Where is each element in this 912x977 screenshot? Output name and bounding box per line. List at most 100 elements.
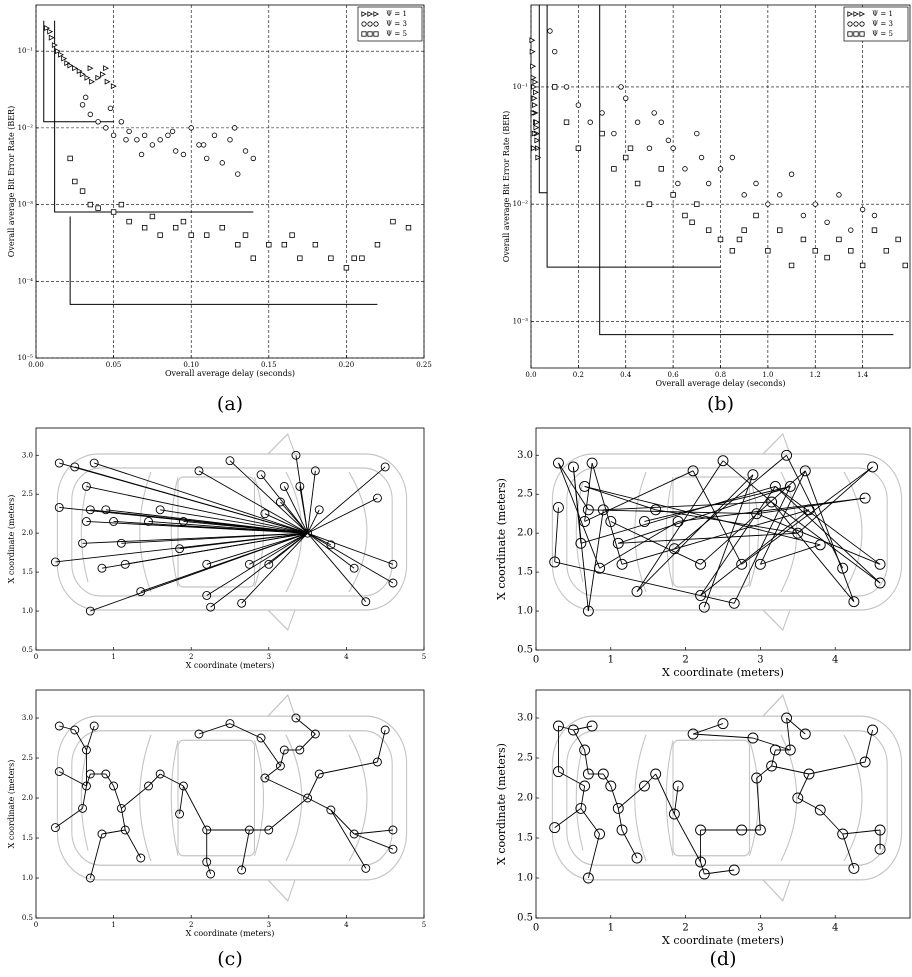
car-outline bbox=[57, 434, 406, 630]
marker-square bbox=[68, 156, 73, 161]
edge bbox=[242, 830, 250, 870]
marker-triangle bbox=[96, 75, 101, 80]
y-tick-label: 0.5 bbox=[22, 914, 33, 922]
x-tick-label: 4 bbox=[832, 923, 838, 934]
marker-triangle bbox=[85, 75, 90, 80]
y-axis-label: X coordinate (meters) bbox=[495, 478, 508, 600]
x-tick-label: 0.25 bbox=[416, 361, 432, 369]
edge bbox=[354, 834, 393, 849]
marker-circle bbox=[619, 85, 624, 90]
marker-square bbox=[690, 220, 695, 225]
marker-circle bbox=[124, 137, 129, 142]
marker-circle bbox=[872, 213, 877, 218]
marker-circle bbox=[204, 156, 209, 161]
edge bbox=[674, 814, 700, 862]
x-tick-label: 0.10 bbox=[183, 361, 199, 369]
marker-circle bbox=[88, 112, 93, 117]
edge bbox=[622, 510, 809, 565]
edge bbox=[757, 498, 865, 514]
x-tick-label: 0.00 bbox=[28, 361, 44, 369]
marker-square bbox=[742, 228, 747, 233]
marker-circle bbox=[848, 22, 852, 26]
x-tick-label: 2 bbox=[189, 921, 193, 929]
x-tick-label: 0.05 bbox=[106, 361, 122, 369]
marker-circle bbox=[854, 22, 858, 26]
marker-circle bbox=[801, 213, 806, 218]
x-tick-label: 0.2 bbox=[573, 371, 584, 379]
marker-square bbox=[837, 237, 842, 242]
edge bbox=[265, 766, 281, 778]
marker-circle bbox=[80, 102, 85, 107]
x-tick-label: 3 bbox=[267, 653, 271, 661]
marker-square bbox=[848, 32, 852, 36]
marker-square bbox=[825, 255, 830, 260]
x-tick-label: 0.6 bbox=[668, 371, 680, 379]
marker-triangle bbox=[534, 125, 539, 130]
marker-square bbox=[860, 263, 865, 268]
marker-square bbox=[612, 167, 617, 172]
marker-circle bbox=[181, 152, 186, 157]
y-tick-label: 0.5 bbox=[517, 645, 533, 656]
marker-circle bbox=[576, 103, 581, 108]
marker-circle bbox=[170, 129, 175, 134]
y-tick-label: 10⁻³ bbox=[18, 201, 34, 209]
marker-square bbox=[706, 228, 711, 233]
marker-square bbox=[789, 263, 794, 268]
marker-circle bbox=[201, 143, 206, 148]
marker-circle bbox=[666, 138, 671, 143]
marker-square bbox=[695, 202, 700, 207]
marker-circle bbox=[825, 220, 830, 225]
marker-circle bbox=[127, 129, 132, 134]
edge bbox=[656, 774, 675, 814]
y-tick-label: 2.0 bbox=[22, 794, 33, 802]
edge bbox=[555, 507, 559, 562]
edge bbox=[300, 734, 316, 750]
edge bbox=[558, 772, 584, 786]
marker-circle bbox=[695, 131, 700, 136]
marker-circle bbox=[860, 22, 864, 26]
marker-square bbox=[635, 181, 640, 186]
marker-square bbox=[576, 146, 581, 151]
edge bbox=[757, 766, 772, 778]
x-tick-label: 0.15 bbox=[261, 361, 277, 369]
x-tick-label: 0.20 bbox=[339, 361, 355, 369]
marker-square bbox=[754, 213, 759, 218]
marker-square bbox=[142, 225, 147, 230]
marker-circle bbox=[647, 146, 652, 151]
marker-circle bbox=[251, 156, 256, 161]
panel-label: (c) bbox=[217, 948, 242, 970]
marker-circle bbox=[139, 152, 144, 157]
marker-circle bbox=[813, 202, 818, 207]
marker-square bbox=[766, 248, 771, 253]
legend-label: Ψ = 3 bbox=[386, 20, 407, 28]
network-edges bbox=[55, 455, 393, 611]
edge bbox=[354, 830, 393, 834]
y-tick-label: 0.5 bbox=[22, 646, 33, 654]
y-tick-label: 2.5 bbox=[517, 753, 533, 764]
marker-square bbox=[884, 248, 889, 253]
x-tick-label: 2 bbox=[682, 655, 688, 666]
marker-circle bbox=[243, 149, 248, 154]
edge bbox=[555, 562, 735, 603]
marker-square bbox=[737, 237, 742, 242]
y-tick-label: 10⁻⁵ bbox=[18, 354, 34, 362]
marker-circle bbox=[142, 133, 147, 138]
x-tick-label: 3 bbox=[757, 655, 763, 666]
marker-square bbox=[80, 189, 85, 194]
marker-circle bbox=[706, 181, 711, 186]
edge bbox=[585, 486, 656, 509]
panel-label: (a) bbox=[217, 393, 243, 415]
marker-square bbox=[150, 214, 155, 219]
marker-square bbox=[352, 256, 357, 261]
marker-square bbox=[801, 237, 806, 242]
marker-circle bbox=[173, 149, 178, 154]
x-axis-label: X coordinate (meters) bbox=[662, 934, 784, 947]
marker-square bbox=[391, 219, 396, 224]
edge bbox=[308, 533, 393, 583]
marker-circle bbox=[600, 111, 605, 116]
marker-square bbox=[623, 155, 628, 160]
x-axis-label: Overall average delay (seconds) bbox=[165, 369, 295, 378]
y-tick-label: 10⁻⁴ bbox=[18, 277, 34, 285]
plot-frame bbox=[536, 690, 910, 918]
marker-circle bbox=[552, 49, 557, 54]
